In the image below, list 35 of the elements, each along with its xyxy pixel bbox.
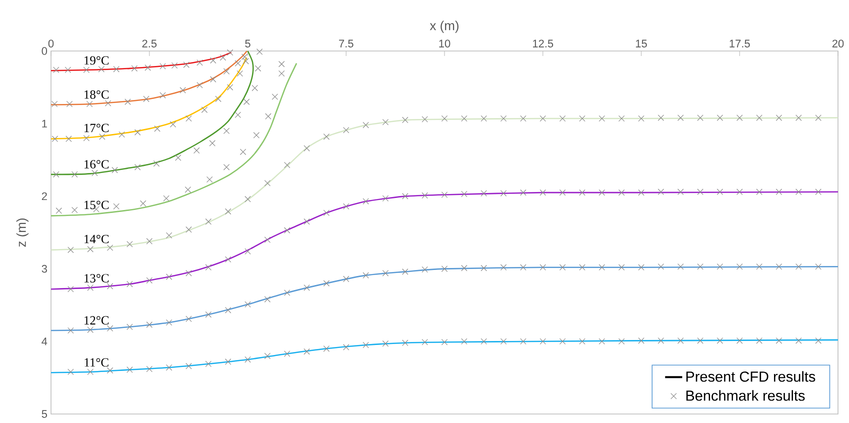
y-tick-label: 4 <box>42 338 48 346</box>
line-series <box>50 50 254 176</box>
x-tick-label: 15 <box>636 40 647 48</box>
annotation: Present CFD results <box>686 371 816 382</box>
x-tick-label: 0 <box>48 40 54 48</box>
series-label: 14°C <box>84 234 109 244</box>
x-tick-label: 2.5 <box>142 40 157 48</box>
y-tick-label: 2 <box>42 192 47 200</box>
line-series <box>50 266 839 332</box>
x-tick-label: 7.5 <box>339 40 354 48</box>
y-axis-title: z (m) <box>16 218 29 247</box>
y-tick-label: 3 <box>42 264 47 273</box>
series-label: 19°C <box>84 56 109 65</box>
y-tick-label: 0 <box>42 47 48 55</box>
series-label: 17°C <box>84 124 109 132</box>
series-label: 15°C <box>84 200 109 210</box>
line-series <box>50 56 248 140</box>
x-tick-label: 17.5 <box>730 40 750 48</box>
x-tick-label: 20 <box>832 40 844 48</box>
series-label: 13°C <box>84 274 109 282</box>
x-tick-label: 10 <box>439 40 450 48</box>
series-label: 18°C <box>84 90 109 99</box>
x-tick-label: 12.5 <box>533 40 554 48</box>
x-tick-label: 5 <box>245 40 250 48</box>
y-tick-label: 5 <box>42 410 48 418</box>
legend-label: Benchmark results <box>686 390 805 401</box>
series-label: 11°C <box>84 358 108 367</box>
x-axis-title: x (m) <box>430 20 458 33</box>
line-series <box>50 117 839 251</box>
y-tick-label: 1 <box>42 120 47 128</box>
line-series <box>50 52 232 72</box>
series-label: 16°C <box>84 160 109 168</box>
series-label: 12°C <box>84 316 109 325</box>
line-series <box>50 191 839 290</box>
line-series <box>50 50 248 106</box>
